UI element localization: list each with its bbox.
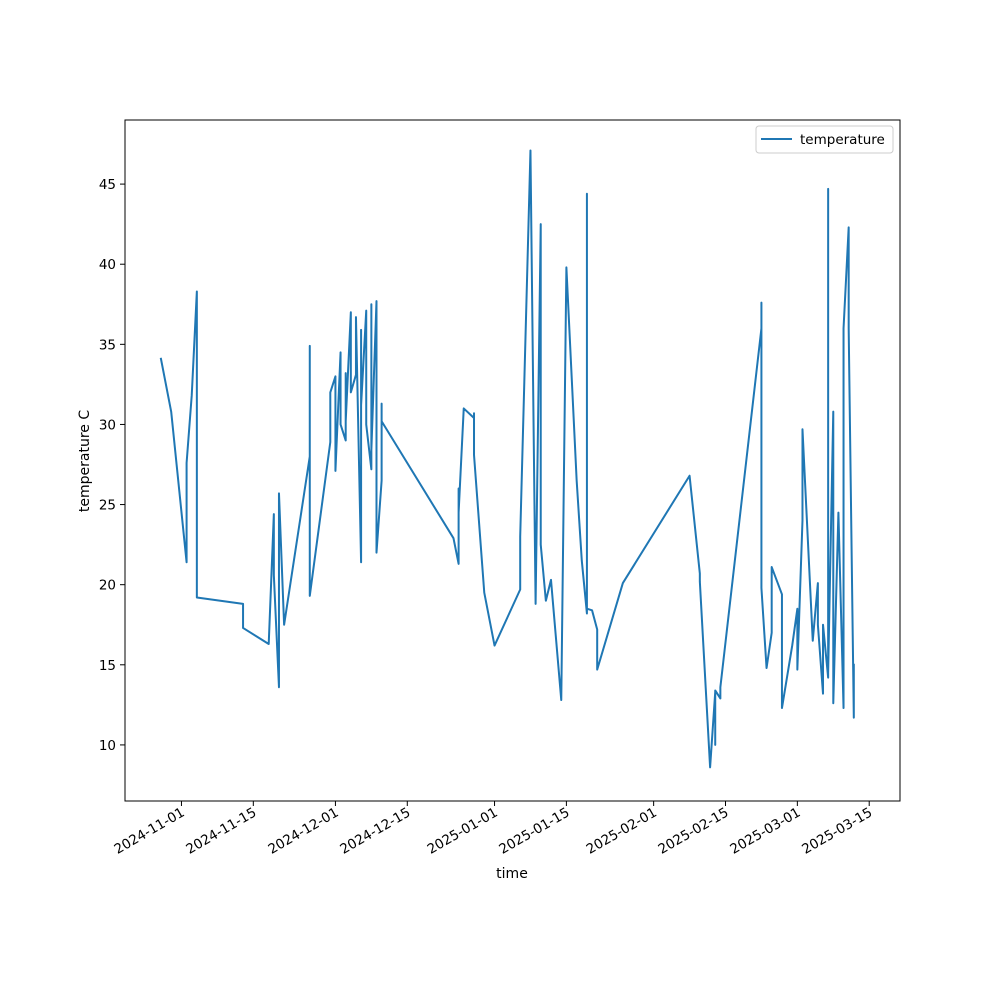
x-axis-label: time	[496, 866, 528, 882]
y-tick-label: 10	[99, 738, 116, 754]
legend-label: temperature	[800, 132, 885, 148]
y-tick-label: 25	[99, 498, 116, 514]
series-layer	[159, 149, 855, 769]
y-tick-label: 40	[99, 257, 116, 273]
y-tick-label: 20	[99, 578, 116, 594]
y-axis-label: temperature C	[77, 410, 93, 512]
legend-box	[755, 125, 894, 154]
y-axis-ticks: 10 15 20 25 30 35 40 45	[99, 177, 125, 754]
axes-frame	[124, 119, 901, 802]
y-tick-label: 45	[99, 177, 116, 193]
y-tick-label: 30	[99, 417, 116, 433]
series-line-0	[159, 149, 855, 769]
y-tick-label: 15	[99, 658, 116, 674]
y-tick-label: 35	[99, 337, 116, 353]
legend: temperature	[755, 125, 894, 154]
